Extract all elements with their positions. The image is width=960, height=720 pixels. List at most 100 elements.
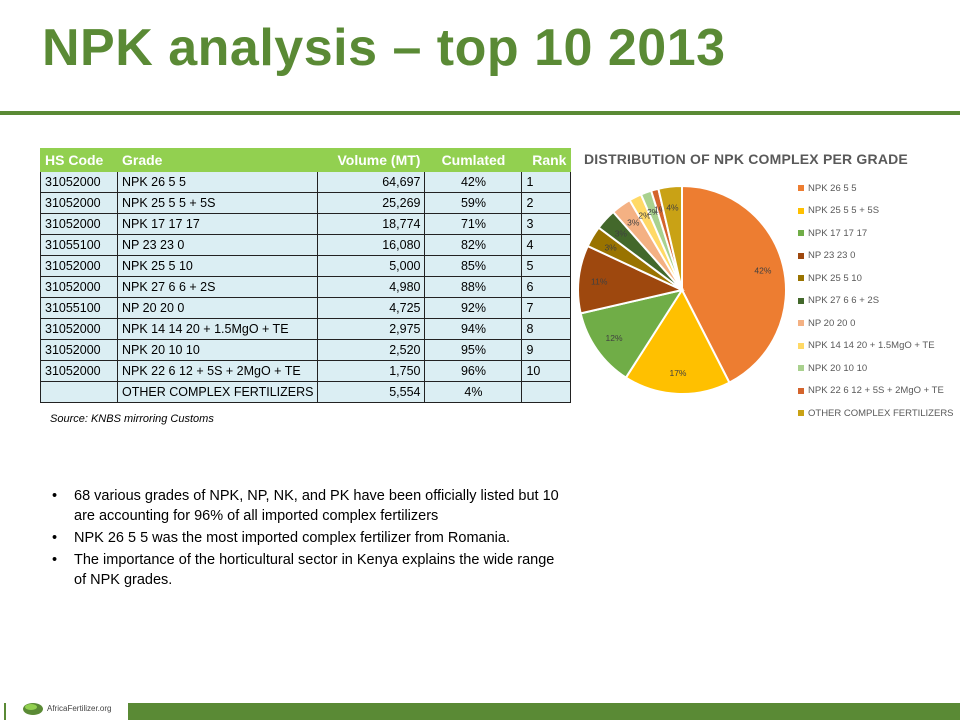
bullet-marker: • <box>52 552 58 568</box>
pie-data-label: 1% <box>654 205 667 215</box>
pie-slice <box>577 244 686 315</box>
cell-grade: NPK 25 5 10 <box>116 255 319 277</box>
legend-item: NPK 25 5 5 + 5S <box>798 200 954 223</box>
table-row: 31052000 NPK 20 10 10 2,520 95% 9 <box>40 339 572 361</box>
cell-hs-code: 31052000 <box>40 171 118 193</box>
cell-hs-code: 31052000 <box>40 360 118 382</box>
cell-grade: OTHER COMPLEX FERTILIZERS <box>116 381 319 403</box>
cell-volume: 4,725 <box>317 297 426 319</box>
bullet-text: NPK 26 5 5 was the most imported complex… <box>74 530 510 546</box>
table-body: 31052000 NPK 26 5 5 64,697 42% 1 31052000 NPK … <box>40 171 572 403</box>
cell-cumulated: 71% <box>424 213 523 235</box>
cell-grade: NPK 27 6 6 + 2S <box>116 276 319 298</box>
footer-divider <box>128 703 130 720</box>
cell-cumulated: 42% <box>424 171 523 193</box>
pie-data-label: 17% <box>669 368 686 378</box>
bullet-item: • NPK 26 5 5 was the most imported comple… <box>50 528 570 548</box>
cell-hs-code: 31055100 <box>40 234 118 256</box>
cell-rank: 1 <box>521 171 572 193</box>
npk-table: HS Code Grade Volume (MT) Cumlated Rank … <box>40 148 572 403</box>
cell-volume: 5,554 <box>317 381 426 403</box>
pie-data-label: 3% <box>604 242 617 252</box>
legend-swatch <box>798 410 804 417</box>
logo-leaf-icon <box>23 703 43 715</box>
cell-cumulated: 82% <box>424 234 523 256</box>
pie-slice <box>681 184 787 384</box>
cell-grade: NPK 14 14 20 + 1.5MgO + TE <box>116 318 319 340</box>
cell-rank <box>521 381 572 403</box>
legend-swatch <box>798 342 804 349</box>
cell-hs-code: 31052000 <box>40 339 118 361</box>
table-row: 31055100 NP 23 23 0 16,080 82% 4 <box>40 234 572 256</box>
cell-cumulated: 4% <box>424 381 523 403</box>
cell-grade: NP 23 23 0 <box>116 234 319 256</box>
footer-bar <box>0 703 960 720</box>
pie-chart: 42%17%12%11%3%3%3%2%2%1% 4% <box>577 184 787 395</box>
legend-item: NP 20 20 0 <box>798 312 954 335</box>
table-row: OTHER COMPLEX FERTILIZERS 5,554 4% <box>40 381 572 403</box>
cell-rank: 8 <box>521 318 572 340</box>
header-volume: Volume (MT) <box>317 148 426 172</box>
legend-item: NPK 20 10 10 <box>798 357 954 380</box>
legend-swatch <box>798 365 804 372</box>
legend-label: NPK 25 5 5 + 5S <box>808 205 880 217</box>
cell-volume: 5,000 <box>317 255 426 277</box>
header-hs-code: HS Code <box>40 148 118 172</box>
cell-cumulated: 85% <box>424 255 523 277</box>
cell-grade: NPK 25 5 5 + 5S <box>116 192 319 214</box>
legend-item: OTHER COMPLEX FERTILIZERS <box>798 402 954 425</box>
pie-data-label: 3% <box>627 218 640 228</box>
chart-title: DISTRIBUTION OF NPK COMPLEX PER GRADE <box>584 151 908 167</box>
legend-swatch <box>798 320 804 327</box>
legend-label: OTHER COMPLEX FERTILIZERS <box>808 407 954 419</box>
cell-volume: 16,080 <box>317 234 426 256</box>
cell-grade: NPK 26 5 5 <box>116 171 319 193</box>
legend-item: NP 23 23 0 <box>798 245 954 268</box>
cell-volume: 4,980 <box>317 276 426 298</box>
legend-label: NPK 26 5 5 <box>808 182 857 194</box>
cell-volume: 2,975 <box>317 318 426 340</box>
legend-label: NPK 22 6 12 + 5S + 2MgO + TE <box>808 385 944 397</box>
cell-hs-code: 31052000 <box>40 213 118 235</box>
legend-swatch <box>798 387 804 394</box>
bullet-item: • 68 various grades of NPK, NP, NK, and P… <box>50 486 570 526</box>
table-row: 31052000 NPK 25 5 10 5,000 85% 5 <box>40 255 572 277</box>
table-row: 31052000 NPK 14 14 20 + 1.5MgO + TE 2,975 9… <box>40 318 572 340</box>
bullet-text: 68 various grades of NPK, NP, NK, and PK… <box>74 488 559 524</box>
logo-text: AfricaFertilizer.org <box>47 703 112 713</box>
cell-hs-code: 31052000 <box>40 276 118 298</box>
cell-volume: 18,774 <box>317 213 426 235</box>
legend-swatch <box>798 252 804 259</box>
cell-grade: NPK 22 6 12 + 5S + 2MgO + TE <box>116 360 319 382</box>
cell-cumulated: 94% <box>424 318 523 340</box>
legend-item: NPK 17 17 17 <box>798 222 954 245</box>
cell-volume: 1,750 <box>317 360 426 382</box>
legend-item: NPK 14 14 20 + 1.5MgO + TE <box>798 335 954 358</box>
pie-data-label: 4% <box>666 202 679 212</box>
pie-slice <box>579 288 685 379</box>
cell-volume: 64,697 <box>317 171 426 193</box>
legend-label: NPK 20 10 10 <box>808 362 868 374</box>
pie-data-label: 3% <box>615 229 628 239</box>
bullet-marker: • <box>52 530 58 546</box>
cell-rank: 9 <box>521 339 572 361</box>
bullet-text: The importance of the horticultural sect… <box>74 552 555 588</box>
cell-cumulated: 95% <box>424 339 523 361</box>
africafertilizer-logo: AfricaFertilizer.org <box>22 700 111 716</box>
source-note: Source: KNBS mirroring Customs <box>50 413 214 425</box>
cell-volume: 25,269 <box>317 192 426 214</box>
header-grade: Grade <box>116 148 319 172</box>
legend-swatch <box>798 297 804 304</box>
cell-grade: NPK 20 10 10 <box>116 339 319 361</box>
header-rank: Rank <box>521 148 572 172</box>
cell-hs-code <box>40 381 118 403</box>
chart-legend: NPK 26 5 5 NPK 25 5 5 + 5S NPK 17 17 17 NP … <box>798 177 954 425</box>
bullet-marker: • <box>52 488 58 504</box>
table-header-row: HS Code Grade Volume (MT) Cumlated Rank <box>40 148 572 172</box>
pie-data-label: 2% <box>638 211 651 221</box>
cell-rank: 5 <box>521 255 572 277</box>
cell-rank: 2 <box>521 192 572 214</box>
cell-hs-code: 31052000 <box>40 318 118 340</box>
table-row: 31052000 NPK 27 6 6 + 2S 4,980 88% 6 <box>40 276 572 298</box>
legend-label: NPK 17 17 17 <box>808 227 868 239</box>
